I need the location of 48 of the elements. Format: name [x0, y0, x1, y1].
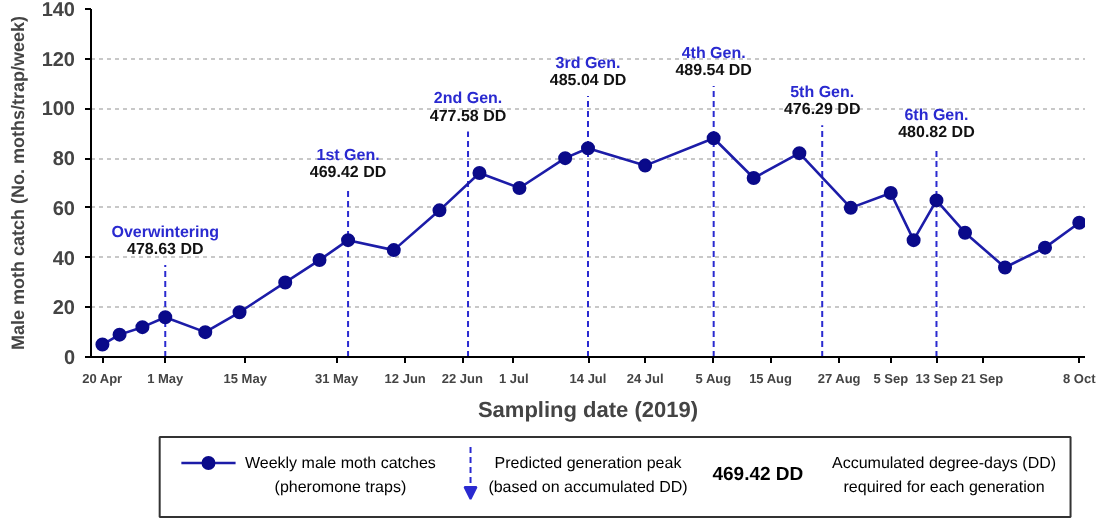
point: [958, 225, 973, 240]
point: [112, 327, 127, 342]
y-tick-label: 80: [52, 149, 76, 172]
ref-line-label: 3rd Gen. 485.04 DD: [549, 53, 627, 90]
x-axis-title: Sampling date (2019): [477, 399, 699, 423]
point: [558, 151, 573, 166]
point: [135, 320, 150, 335]
text: Predicted generation peak (based on accumulated DD): [488, 454, 689, 496]
ref-line-label: 5th Gen. 476.29 DD: [783, 82, 861, 119]
point: [843, 200, 858, 215]
ref-line-label: 6th Gen. 480.82 DD: [898, 105, 976, 142]
y-tick-label: 140: [41, 0, 76, 22]
y-axis-title: Male moth catch (No. moths/trap/week): [7, 15, 28, 351]
y-tick-label: 100: [41, 99, 76, 122]
point: [198, 325, 213, 340]
y-tick-label: 0: [63, 348, 76, 370]
point: [341, 233, 356, 248]
point: [312, 253, 327, 268]
point: [232, 305, 247, 320]
ref-line-label: 4th Gen. 489.54 DD: [675, 43, 753, 80]
point: [95, 337, 110, 352]
ref-line-label: 2nd Gen. 477.58 DD: [429, 89, 507, 125]
point: [386, 243, 401, 258]
point: [512, 180, 527, 195]
point: [929, 193, 944, 208]
y-tick-label: 120: [41, 49, 76, 72]
point: [432, 203, 447, 218]
point: [746, 171, 761, 186]
legend-label: Weekly male moth catches (pheromone traps): [244, 454, 436, 496]
point: [158, 310, 173, 325]
ref-line-label: 1st Gen. 469.42 DD: [309, 145, 387, 182]
point: [278, 275, 293, 290]
point: [883, 185, 898, 200]
y-tick-label: 60: [52, 198, 76, 221]
ref-line-label: Overwintering 478.63 DD: [111, 222, 220, 259]
point: [472, 166, 487, 181]
point: [706, 131, 721, 146]
point: [581, 141, 595, 156]
y-tick-label: 20: [52, 298, 76, 321]
y-tick-label: 40: [52, 248, 76, 271]
text: Accumulated degree-days (DD) required for each generation: [831, 454, 1057, 496]
point: [638, 158, 653, 173]
point: [1038, 240, 1053, 255]
text: 469.42 DD: [712, 464, 804, 486]
point: [998, 260, 1013, 275]
point: [1072, 215, 1085, 230]
point: [792, 146, 807, 161]
point: [906, 233, 921, 248]
